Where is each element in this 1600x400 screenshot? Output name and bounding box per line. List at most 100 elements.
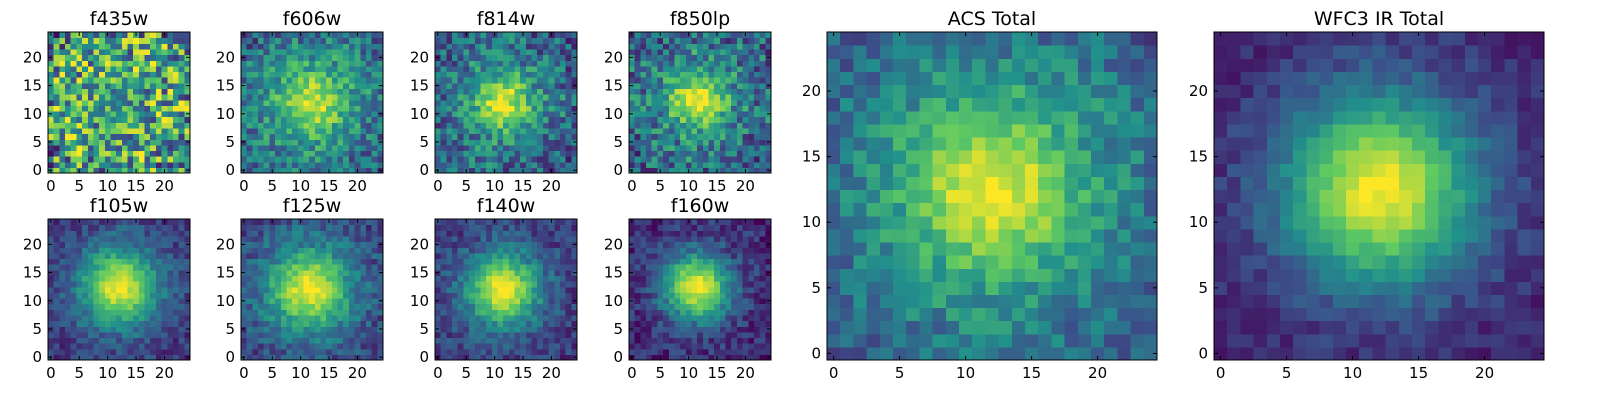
heatmap-cell [48, 161, 55, 168]
heatmap-cell [331, 264, 339, 271]
heatmap-cell [742, 348, 749, 355]
heatmap-cell [314, 314, 322, 322]
heatmap-cell [525, 247, 533, 254]
heatmap-cell [331, 127, 339, 135]
heatmap-cell [133, 110, 140, 118]
heatmap-cell [343, 252, 350, 260]
heatmap-cell [469, 161, 476, 168]
heatmap-cell [640, 269, 647, 276]
heatmap-cell [446, 71, 453, 78]
heatmap-cell [497, 331, 504, 339]
heatmap-cell [76, 94, 83, 101]
heatmap-cell [469, 297, 476, 305]
heatmap-cell [127, 275, 134, 282]
heatmap-cell [714, 314, 721, 322]
heatmap-cell [76, 247, 83, 254]
heatmap-cell [326, 235, 333, 243]
heatmap-cell [486, 326, 493, 333]
heatmap-cell [646, 94, 653, 101]
heatmap-cell [110, 297, 117, 305]
heatmap-cell [457, 116, 464, 123]
heatmap-cell [252, 281, 259, 288]
heatmap-cell [292, 32, 299, 39]
heatmap-cell [668, 314, 676, 322]
heatmap-cell [292, 258, 299, 265]
heatmap-cell [685, 71, 693, 78]
heatmap-cell [280, 224, 288, 231]
heatmap-cell [138, 139, 146, 146]
heatmap-cell [252, 116, 259, 123]
heatmap-cell [748, 127, 755, 135]
heatmap-cell [65, 354, 72, 361]
heatmap-cell [646, 43, 653, 50]
heatmap-cell [554, 156, 561, 163]
heatmap-cell [292, 224, 299, 231]
heatmap-cell [337, 150, 344, 157]
heatmap-cell [646, 77, 653, 84]
heatmap-cell [691, 54, 698, 61]
heatmap-cell [110, 326, 117, 333]
heatmap-cell [486, 156, 493, 163]
heatmap-cell [463, 258, 470, 265]
heatmap-cell [748, 167, 755, 174]
heatmap-cell [93, 54, 100, 61]
heatmap-cell [365, 94, 373, 101]
heatmap-cell [474, 348, 482, 355]
heatmap-cell [554, 275, 561, 282]
heatmap-cell [241, 337, 248, 344]
heatmap-cell [565, 43, 572, 50]
heatmap-cell [184, 292, 191, 299]
heatmap-cell [82, 235, 89, 243]
heatmap-cell [629, 337, 636, 344]
heatmap-cell [70, 264, 77, 271]
heatmap-cell [53, 219, 60, 226]
heatmap-cell [474, 94, 482, 101]
heatmap-cell [246, 320, 253, 327]
heatmap-cell [184, 230, 191, 237]
heatmap-cell [150, 133, 157, 140]
heatmap-cell [708, 343, 715, 350]
heatmap-cell [59, 286, 66, 293]
heatmap-cell [184, 48, 191, 56]
heatmap-cell [76, 37, 83, 44]
heatmap-cell [634, 150, 641, 157]
heatmap-cell [150, 54, 157, 61]
heatmap-cell [525, 354, 533, 361]
heatmap-cell [657, 337, 664, 344]
heatmap-cell [377, 127, 384, 135]
heatmap-cell [571, 303, 578, 310]
heatmap-cell [480, 77, 487, 84]
heatmap-cell [360, 32, 367, 39]
heatmap-cell [753, 144, 761, 152]
heatmap-cell [748, 122, 755, 129]
heatmap-cell [674, 37, 681, 44]
heatmap-cell [469, 314, 476, 322]
heatmap-cell [309, 150, 316, 157]
heatmap-cell [680, 77, 687, 84]
heatmap-cell [104, 144, 112, 152]
heatmap-cell [452, 230, 459, 237]
heatmap-cell [138, 54, 146, 61]
heatmap-cell [331, 252, 339, 260]
heatmap-cell [48, 65, 55, 73]
heatmap-cell [93, 235, 100, 243]
heatmap-cell [377, 161, 384, 168]
heatmap-cell [531, 281, 538, 288]
heatmap-cell [252, 65, 259, 73]
heatmap-cell [663, 150, 670, 157]
heatmap-cell [668, 43, 676, 50]
heatmap-cell [178, 127, 185, 135]
heatmap-cell [753, 82, 761, 89]
heatmap-cell [297, 43, 305, 50]
heatmap-cell [759, 116, 766, 123]
heatmap-cell [184, 150, 191, 157]
heatmap-cell [269, 320, 276, 327]
heatmap-cell [514, 94, 521, 101]
heatmap-cell [365, 133, 373, 140]
heatmap-cell [309, 32, 316, 39]
heatmap-cell [314, 247, 322, 254]
heatmap-cell [657, 275, 664, 282]
heatmap-cell [365, 264, 373, 271]
heatmap-cell [258, 230, 265, 237]
heatmap-cell [463, 269, 470, 276]
